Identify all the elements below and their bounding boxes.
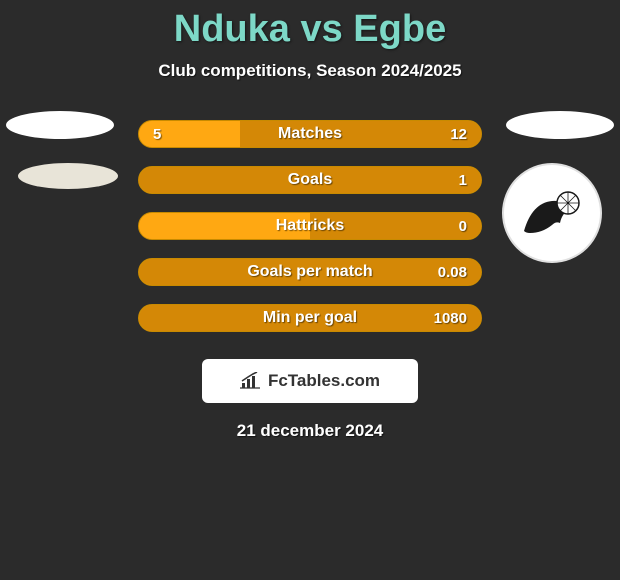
right-value: 0.08 — [438, 259, 467, 285]
stat-bar: Goals per match 0.08 — [138, 258, 482, 286]
right-value: 0 — [459, 213, 467, 239]
stat-row: Goals 1 — [0, 157, 620, 203]
right-value: 1 — [459, 167, 467, 193]
stat-label: Hattricks — [139, 213, 481, 239]
comparison-infographic: Nduka vs Egbe Club competitions, Season … — [0, 0, 620, 580]
stat-label: Goals per match — [139, 259, 481, 285]
stat-label: Min per goal — [139, 305, 481, 331]
page-title: Nduka vs Egbe — [0, 0, 620, 51]
stat-row: Hattricks 0 — [0, 203, 620, 249]
stat-bar: Hattricks 0 — [138, 212, 482, 240]
subtitle: Club competitions, Season 2024/2025 — [0, 61, 620, 81]
stat-bar: Min per goal 1080 — [138, 304, 482, 332]
stat-label: Matches — [139, 121, 481, 147]
badge-text: FcTables.com — [268, 371, 380, 391]
stat-bar: 5 Matches 12 — [138, 120, 482, 148]
right-value: 12 — [450, 121, 467, 147]
stats-rows: 5 Matches 12 Goals 1 Hattricks 0 — [0, 111, 620, 341]
stat-bar: Goals 1 — [138, 166, 482, 194]
date-text: 21 december 2024 — [0, 421, 620, 441]
stat-row: Goals per match 0.08 — [0, 249, 620, 295]
chart-icon — [240, 372, 262, 390]
stat-row: 5 Matches 12 — [0, 111, 620, 157]
stat-row: Min per goal 1080 — [0, 295, 620, 341]
right-value: 1080 — [434, 305, 467, 331]
source-badge: FcTables.com — [202, 359, 418, 403]
stat-label: Goals — [139, 167, 481, 193]
